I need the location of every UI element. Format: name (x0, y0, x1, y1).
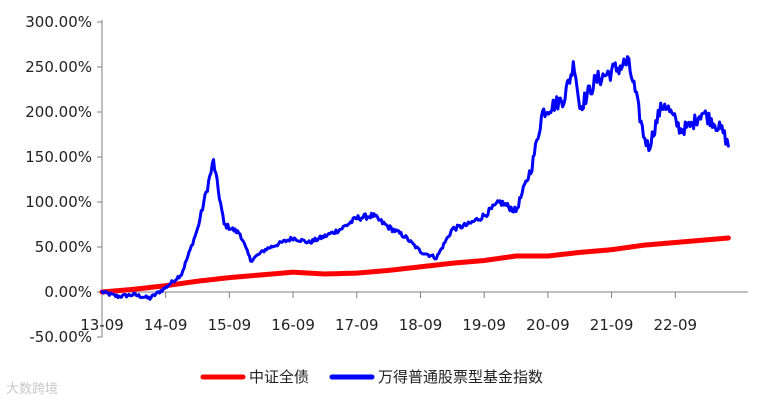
y-tick-label: 150.00% (25, 148, 92, 166)
x-tick-label: 19-09 (462, 316, 506, 334)
x-tick-label: 20-09 (526, 316, 570, 334)
tick-labels-layer: 300.00% 250.00% 200.00% 150.00% 100.00% 50.00… (25, 13, 697, 346)
y-tick-label: 0.00% (44, 283, 92, 301)
legend-label-1: 中证全债 (249, 368, 309, 386)
legend: 中证全债 万得普通股票型基金指数 (200, 368, 543, 386)
series-line-2 (100, 55, 730, 301)
x-tick-label: 21-09 (590, 316, 634, 334)
legend-label-2: 万得普通股票型基金指数 (378, 368, 543, 386)
y-tick-label: 50.00% (35, 238, 92, 256)
y-tick-label: 100.00% (25, 193, 92, 211)
series-layer (99, 55, 731, 301)
x-tick-label: 13-09 (80, 316, 124, 334)
y-tick-label: -50.00% (29, 328, 92, 346)
x-tick-label: 22-09 (654, 316, 698, 334)
x-tick-label: 14-09 (144, 316, 188, 334)
x-tick-label: 16-09 (271, 316, 315, 334)
axes-layer (97, 20, 748, 338)
series-line-1 (99, 235, 731, 295)
watermark-text: 大数跨境 (6, 382, 59, 397)
y-tick-label: 250.00% (25, 58, 92, 76)
x-tick-label: 18-09 (399, 316, 443, 334)
y-tick-label: 200.00% (25, 103, 92, 121)
x-tick-label: 15-09 (208, 316, 252, 334)
x-tick-label: 17-09 (335, 316, 379, 334)
y-tick-label: 300.00% (25, 13, 92, 31)
